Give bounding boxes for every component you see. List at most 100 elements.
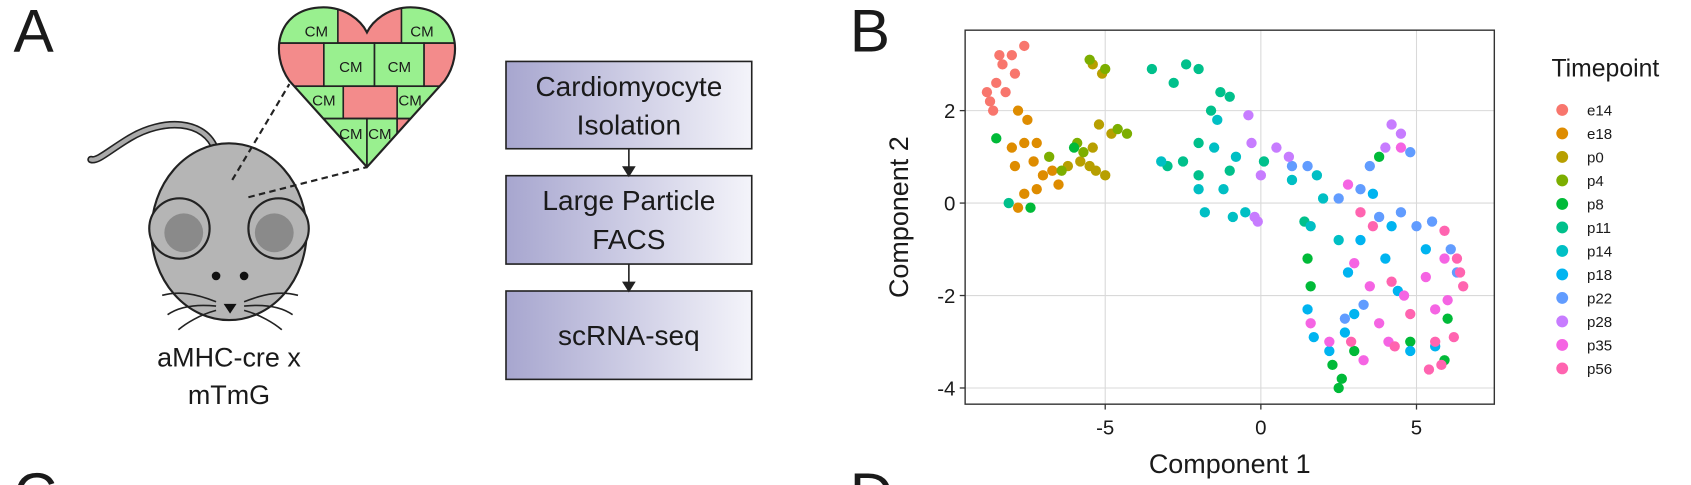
panel-label: D [850, 460, 894, 485]
point [1056, 165, 1067, 176]
point [1395, 207, 1407, 218]
point [1436, 359, 1447, 371]
point [1230, 151, 1242, 163]
point [1423, 364, 1435, 375]
legend-label: p56 [1587, 361, 1612, 378]
point [1395, 142, 1407, 153]
point [1224, 91, 1235, 102]
point [1342, 179, 1354, 190]
x-tick-label: 5 [1411, 416, 1422, 439]
point [1243, 110, 1254, 121]
point [1405, 345, 1416, 357]
point [1084, 54, 1095, 65]
point [1430, 304, 1441, 315]
point [1180, 59, 1192, 70]
point [1246, 137, 1257, 149]
point [1324, 336, 1335, 347]
legend-title: Timepoint [1551, 56, 1659, 83]
legend-marker [1556, 104, 1569, 116]
point [1386, 276, 1397, 287]
point [1454, 267, 1466, 278]
point [1327, 359, 1338, 371]
legend-label: p18 [1587, 267, 1612, 284]
point [1093, 119, 1105, 130]
point [1000, 86, 1011, 98]
cell-label: CM [339, 59, 362, 76]
point [1386, 221, 1397, 232]
panel-label: B [850, 0, 890, 65]
point [1367, 221, 1379, 232]
panel-label: A [13, 0, 54, 65]
point [1078, 147, 1089, 158]
step-label: Cardiomyocyte [535, 71, 722, 102]
point [1009, 160, 1021, 172]
point [987, 105, 999, 116]
point [1311, 170, 1323, 181]
point [1205, 105, 1217, 116]
x-tick-label: -5 [1096, 416, 1114, 439]
point [1398, 290, 1410, 301]
point [984, 96, 996, 107]
point [1364, 281, 1375, 292]
point [1215, 86, 1226, 98]
point [1439, 225, 1450, 236]
point [1212, 114, 1223, 126]
point [1025, 202, 1036, 213]
point [1445, 244, 1456, 255]
point [1358, 355, 1369, 366]
point [1286, 160, 1298, 172]
point [1333, 382, 1344, 394]
point [1420, 244, 1432, 255]
point [1112, 123, 1123, 135]
point [1208, 142, 1220, 153]
legend-label: p8 [1587, 196, 1604, 213]
legend-label: p22 [1587, 290, 1612, 307]
cell-label: CM [410, 24, 433, 41]
point [1405, 308, 1416, 320]
legend-label: e18 [1587, 126, 1612, 143]
point [1373, 151, 1385, 163]
point [1271, 142, 1282, 153]
point [1395, 128, 1407, 139]
point [1053, 179, 1064, 190]
y-axis-title: Component 2 [884, 136, 914, 298]
point [1442, 294, 1453, 306]
point [1386, 119, 1397, 130]
point [1240, 207, 1251, 218]
point [1286, 174, 1298, 186]
point [1405, 336, 1416, 347]
point [1075, 156, 1086, 167]
point [1380, 253, 1391, 264]
step-label: Large Particle [542, 185, 715, 216]
flowchart [505, 60, 753, 381]
cell-label: CM [398, 93, 421, 110]
point [1283, 151, 1295, 163]
point [1451, 253, 1463, 264]
point [1156, 156, 1167, 167]
step-label: Isolation [577, 110, 681, 141]
legend-label: p0 [1587, 149, 1604, 166]
legend-label: e14 [1587, 102, 1612, 119]
x-tick-label: 0 [1255, 416, 1266, 439]
point [1193, 170, 1204, 181]
y-tick-label: 0 [944, 193, 955, 216]
point [1367, 188, 1379, 200]
point [1317, 193, 1329, 204]
point [1302, 160, 1313, 172]
point [1258, 156, 1270, 167]
point [1426, 216, 1438, 227]
legend-marker [1556, 244, 1569, 257]
point [1047, 165, 1058, 176]
point [1193, 137, 1204, 149]
point [1336, 373, 1347, 384]
point [1405, 147, 1416, 158]
point [991, 133, 1002, 144]
point [1389, 341, 1400, 352]
point [1355, 234, 1366, 246]
step-label: scRNA-seq [558, 320, 700, 351]
point [1324, 345, 1335, 357]
legend-label: p35 [1587, 337, 1612, 354]
legend-label: p11 [1587, 220, 1611, 237]
point [1439, 253, 1450, 264]
point [1003, 197, 1014, 209]
